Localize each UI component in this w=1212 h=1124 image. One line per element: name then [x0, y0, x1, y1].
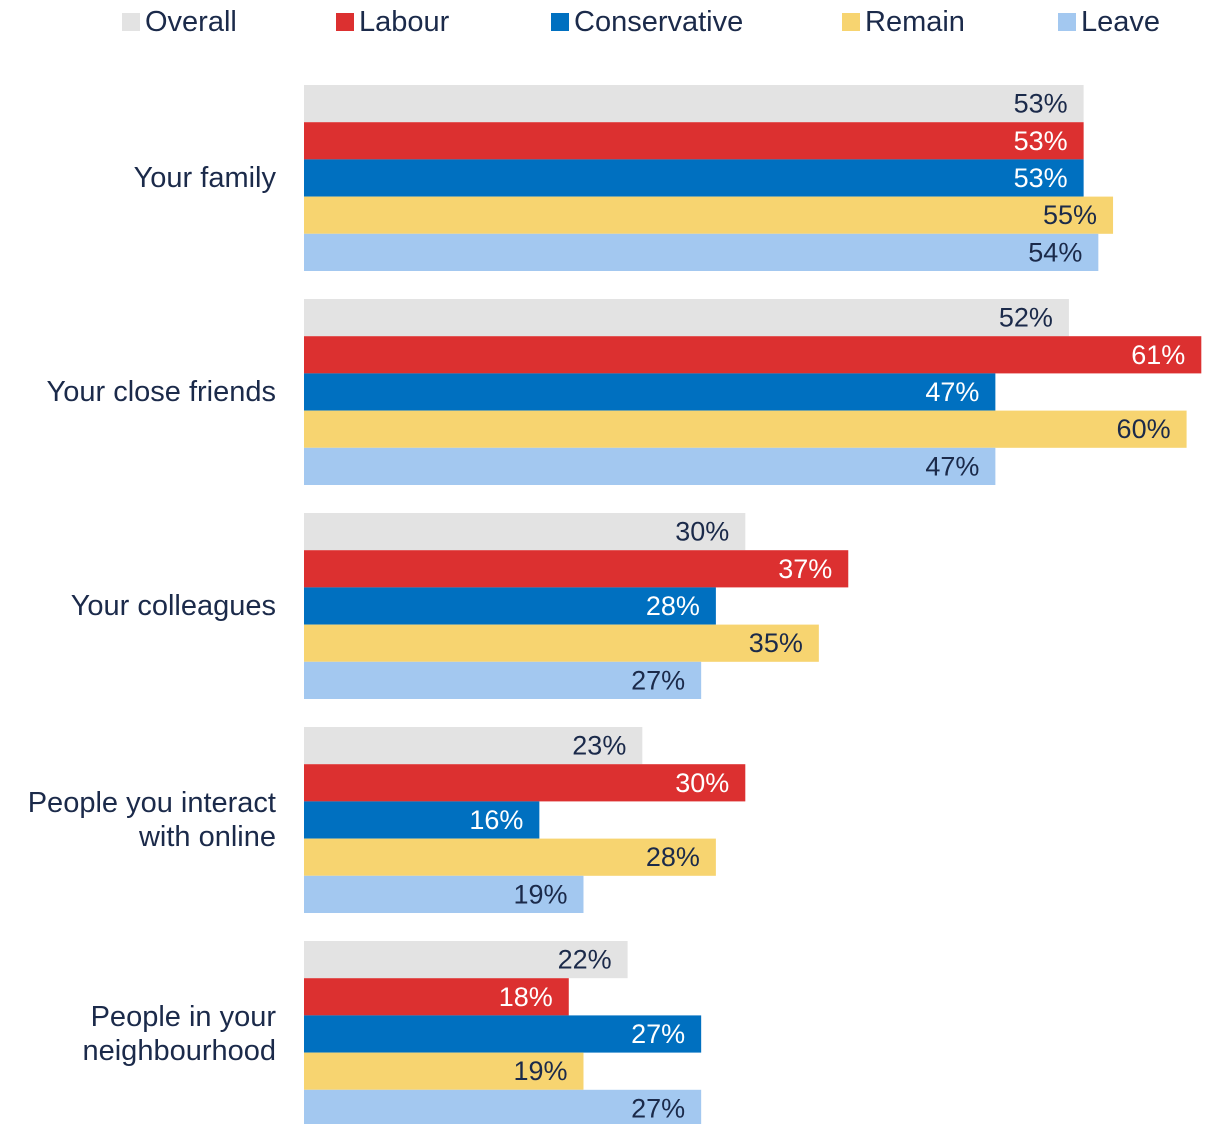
bar-conservative-your-colleagues — [304, 587, 716, 625]
bar-leave-your-family — [304, 233, 1099, 271]
legend-label-overall: Overall — [145, 6, 237, 38]
bars: 53% 53% 53% 55% 54% 52% 61% 47% 60% 47% 30% 37% 28% 3… — [304, 85, 1202, 1124]
value-label-labour-your-close-friends: 61% — [1131, 340, 1185, 370]
value-label-conservative-your-close-friends: 47% — [925, 377, 979, 407]
value-label-overall-your-family: 53% — [1014, 89, 1068, 119]
bar-labour-people-you-interact-with-online — [304, 764, 746, 802]
bar-overall-your-close-friends — [304, 299, 1069, 337]
category-label-people-in-your-neighbourhood: neighbourhood — [82, 1035, 276, 1067]
value-label-overall-people-you-interact-with-online: 23% — [572, 731, 626, 761]
value-label-overall-your-colleagues: 30% — [675, 517, 729, 547]
bar-conservative-your-close-friends — [304, 373, 996, 411]
value-label-labour-your-family: 53% — [1014, 126, 1068, 156]
value-label-leave-your-colleagues: 27% — [631, 665, 685, 695]
value-label-conservative-people-you-interact-with-online: 16% — [469, 805, 523, 835]
value-label-labour-people-in-your-neighbourhood: 18% — [499, 982, 553, 1012]
bar-remain-people-you-interact-with-online — [304, 838, 716, 876]
value-label-conservative-your-family: 53% — [1014, 163, 1068, 193]
value-label-remain-your-close-friends: 60% — [1117, 414, 1171, 444]
value-label-labour-your-colleagues: 37% — [778, 554, 832, 584]
category-label-people-you-interact-with-online: with online — [138, 821, 276, 853]
bar-conservative-people-you-interact-with-online — [304, 801, 540, 839]
value-label-remain-your-family: 55% — [1043, 200, 1097, 230]
value-label-labour-people-you-interact-with-online: 30% — [675, 768, 729, 798]
bar-leave-your-close-friends — [304, 447, 996, 485]
category-labels: Your family Your close friends Your collea… — [28, 162, 277, 1067]
legend: Overall Labour Conservative Remain Leave — [122, 6, 1160, 38]
value-label-leave-people-in-your-neighbourhood: 27% — [631, 1093, 685, 1123]
legend-swatch-overall — [122, 13, 140, 31]
value-label-leave-your-close-friends: 47% — [925, 451, 979, 481]
legend-swatch-conservative — [551, 13, 569, 31]
legend-swatch-remain — [842, 13, 860, 31]
value-label-leave-people-you-interact-with-online: 19% — [513, 879, 567, 909]
bar-leave-people-in-your-neighbourhood — [304, 1089, 702, 1124]
bar-leave-your-colleagues — [304, 661, 702, 699]
bar-overall-people-in-your-neighbourhood — [304, 941, 628, 979]
bar-remain-your-colleagues — [304, 624, 819, 662]
legend-label-leave: Leave — [1081, 6, 1160, 38]
bar-labour-your-colleagues — [304, 550, 849, 588]
value-label-overall-your-close-friends: 52% — [999, 303, 1053, 333]
bar-remain-your-close-friends — [304, 410, 1187, 448]
legend-label-conservative: Conservative — [574, 6, 743, 38]
category-label-your-family: Your family — [134, 162, 277, 194]
bar-leave-people-you-interact-with-online — [304, 875, 584, 913]
category-label-people-in-your-neighbourhood: People in your — [91, 1001, 277, 1033]
bar-overall-your-family — [304, 85, 1084, 123]
category-label-people-you-interact-with-online: People you interact — [28, 787, 276, 819]
value-label-overall-people-in-your-neighbourhood: 22% — [558, 945, 612, 975]
bar-labour-people-in-your-neighbourhood — [304, 978, 569, 1016]
value-label-conservative-people-in-your-neighbourhood: 27% — [631, 1019, 685, 1049]
bar-labour-your-close-friends — [304, 336, 1202, 374]
bar-remain-your-family — [304, 196, 1114, 234]
bar-overall-people-you-interact-with-online — [304, 727, 643, 765]
legend-swatch-leave — [1058, 13, 1076, 31]
bar-labour-your-family — [304, 122, 1084, 160]
value-label-remain-people-in-your-neighbourhood: 19% — [513, 1056, 567, 1086]
bar-conservative-your-family — [304, 159, 1084, 197]
bar-conservative-people-in-your-neighbourhood — [304, 1015, 702, 1053]
category-label-your-close-friends: Your close friends — [47, 376, 276, 408]
legend-swatch-labour — [336, 13, 354, 31]
legend-label-remain: Remain — [865, 6, 965, 38]
category-label-your-colleagues: Your colleagues — [71, 590, 276, 622]
value-label-conservative-your-colleagues: 28% — [646, 591, 700, 621]
bar-overall-your-colleagues — [304, 513, 746, 551]
value-label-remain-people-you-interact-with-online: 28% — [646, 842, 700, 872]
value-label-leave-your-family: 54% — [1028, 237, 1082, 267]
bar-remain-people-in-your-neighbourhood — [304, 1052, 584, 1090]
value-label-remain-your-colleagues: 35% — [749, 628, 803, 658]
legend-label-labour: Labour — [359, 6, 450, 38]
